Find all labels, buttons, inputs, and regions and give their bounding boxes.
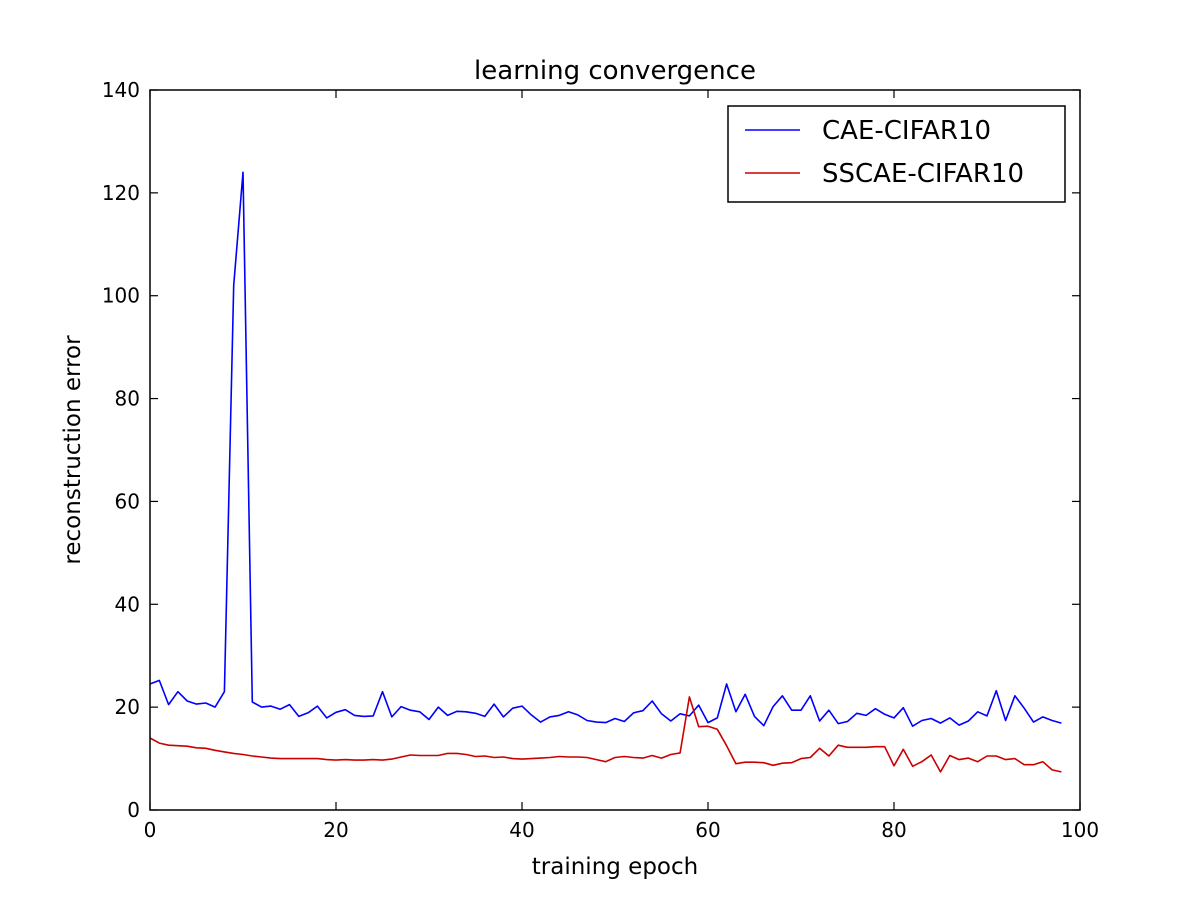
plot-area-frame (149, 89, 1081, 811)
x-tick-label: 40 (509, 818, 534, 842)
y-tick-label: 0 (127, 798, 140, 822)
y-tick-label: 100 (102, 284, 140, 308)
x-tick-label: 0 (144, 818, 157, 842)
x-axis-label: training epoch (532, 854, 698, 880)
y-tick-label: 60 (115, 489, 140, 513)
x-tick-label: 60 (695, 818, 720, 842)
x-tick-label: 20 (323, 818, 348, 842)
y-tick-label: 20 (115, 695, 140, 719)
y-tick-label: 80 (115, 387, 140, 411)
x-tick-label: 80 (881, 818, 906, 842)
series-layer (149, 171, 1062, 773)
y-axis-label: reconstruction error (60, 335, 86, 565)
series-line-cae (149, 171, 1062, 728)
tick-layer: 0 20 40 60 80 100 0 20 40 60 80 100 120 140 (102, 78, 1099, 842)
legend-label-sscae: SSCAE-CIFAR10 (822, 159, 1024, 189)
legend: CAE-CIFAR10 SSCAE-CIFAR10 (727, 105, 1066, 203)
legend-label-cae: CAE-CIFAR10 (822, 116, 991, 146)
y-tick-label: 120 (102, 181, 140, 205)
y-tick-label: 40 (115, 592, 140, 616)
x-tick-label: 100 (1061, 818, 1099, 842)
legend-box (727, 105, 1066, 203)
series-line-sscae (149, 696, 1062, 773)
chart-title: learning convergence (474, 56, 756, 86)
y-tick-label: 140 (102, 78, 140, 102)
